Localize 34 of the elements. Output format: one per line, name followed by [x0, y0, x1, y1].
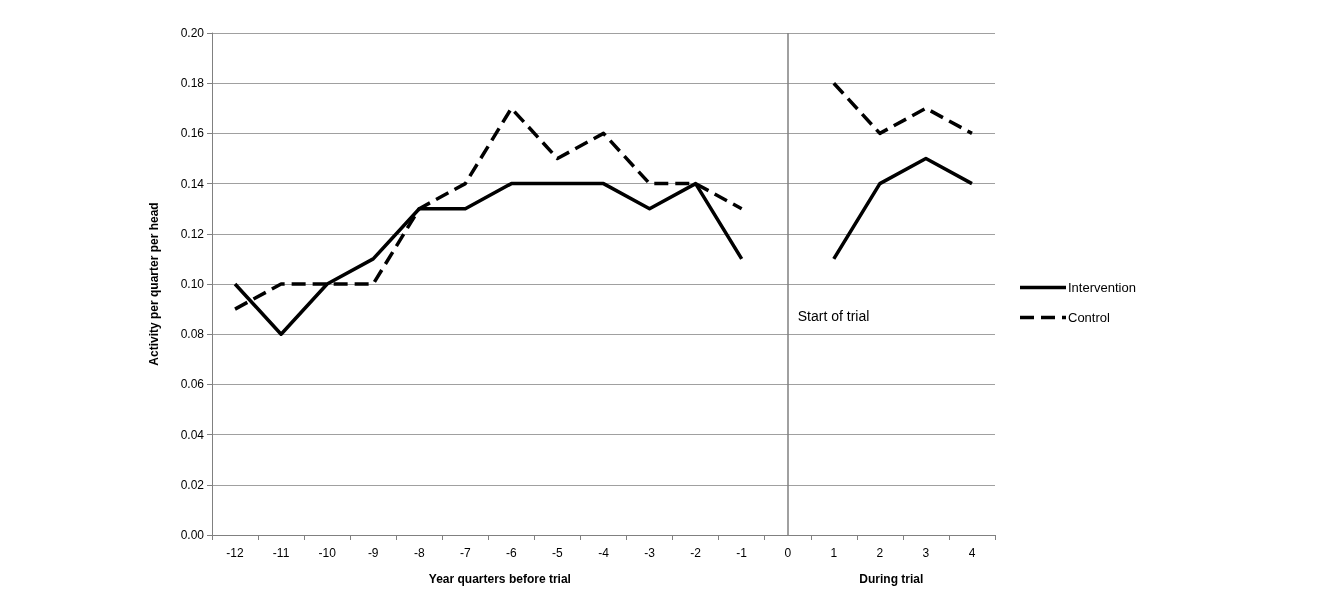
y-tick-label: 0.04 — [180, 427, 205, 442]
x-tick-label: -8 — [413, 546, 425, 560]
x-tick-label: -7 — [459, 546, 471, 560]
y-tick-label: 0.08 — [180, 327, 205, 342]
legend-label: Control — [1068, 310, 1111, 325]
x-tick-label: 4 — [968, 546, 976, 560]
y-tick-label: 0.16 — [180, 126, 205, 141]
x-tick-label: -11 — [272, 546, 290, 560]
ref-line-label: Start of trial — [797, 308, 870, 325]
x-tick-label: 2 — [876, 546, 884, 560]
x-tick-label: -12 — [226, 546, 245, 560]
x-tick-label: 1 — [830, 546, 838, 560]
x-tick-label: -6 — [506, 546, 518, 560]
y-tick-label: 0.10 — [180, 277, 205, 291]
y-tick-label: 0.02 — [180, 477, 205, 492]
y-tick-label: 0.14 — [180, 176, 205, 191]
x-tick-label: -9 — [367, 546, 379, 560]
text: During trial — [859, 572, 924, 586]
y-axis-title: Activity per quarter per head — [147, 202, 161, 366]
x-axis-title: Year quarters before trial — [428, 572, 571, 586]
y-tick-label: 0.18 — [180, 76, 205, 91]
x-tick-label: 0 — [784, 546, 792, 560]
y-tick-label: 0.12 — [180, 226, 205, 241]
x-tick-label: -1 — [736, 546, 748, 560]
y-tick-label: 0.00 — [180, 528, 205, 542]
x-tick-label: -2 — [690, 546, 702, 560]
x-tick-label: -3 — [644, 546, 656, 560]
y-tick-label: 0.06 — [180, 377, 205, 392]
x-tick-label: -10 — [318, 546, 337, 560]
y-tick-label: 0.20 — [180, 26, 205, 40]
x-tick-label: 3 — [922, 546, 930, 560]
legend-label: Intervention — [1068, 280, 1136, 295]
x-tick-label: -4 — [598, 546, 610, 560]
x-tick-label: -5 — [552, 546, 564, 560]
